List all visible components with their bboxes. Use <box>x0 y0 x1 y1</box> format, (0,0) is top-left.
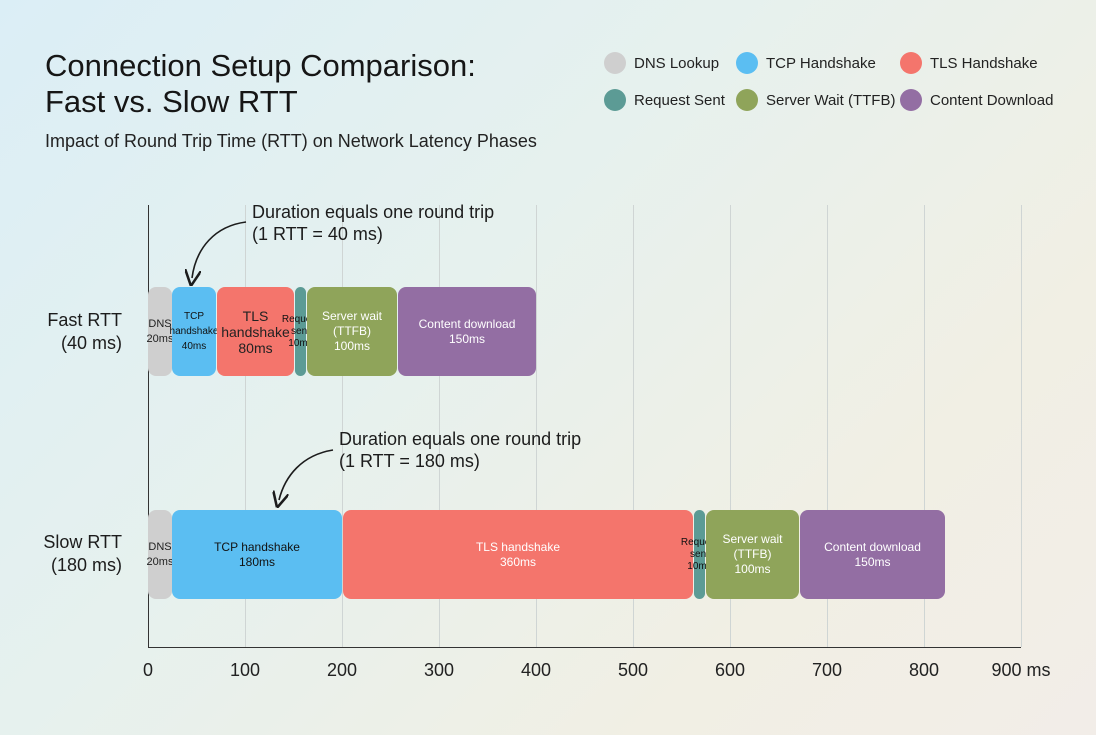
bar-slow-content: Content download 150ms <box>800 510 945 599</box>
x-tick-label: 800 <box>908 660 940 680</box>
y-axis <box>148 205 149 647</box>
bar-fast-content: Content download 150ms <box>398 287 536 376</box>
content-swatch-icon <box>900 89 922 111</box>
annotation-fast: Duration equals one round trip (1 RTT = … <box>252 202 495 244</box>
bar-fast-tcp: TCP handshake 40ms <box>170 287 218 376</box>
dns-swatch-icon <box>604 52 626 74</box>
x-tick-label: 200 <box>326 660 358 680</box>
legend-item-dns: DNS Lookup <box>604 52 719 74</box>
bar-slow-server-wait: Server wait (TTFB) 100ms <box>706 510 799 599</box>
x-tick-label: 100 <box>229 660 261 680</box>
bar-slow-tls: TLS handshake 360ms <box>343 510 693 599</box>
x-axis <box>148 647 1021 648</box>
legend-item-content: Content Download <box>900 89 1053 111</box>
legend-item-tls: TLS Handshake <box>900 52 1038 74</box>
gridline <box>342 205 343 647</box>
gridline <box>924 205 925 647</box>
gridline <box>1021 205 1022 647</box>
gridline <box>730 205 731 647</box>
gridline <box>536 205 537 647</box>
legend-item-tcp: TCP Handshake <box>736 52 876 74</box>
x-tick-label: 500 <box>617 660 649 680</box>
x-tick-label: 300 <box>423 660 455 680</box>
x-tick-label: 700 <box>811 660 843 680</box>
bar-fast-request: Request sent 10ms <box>282 287 319 376</box>
bar-slow-dns: DNS 20ms <box>147 510 173 599</box>
legend-item-server-wait: Server Wait (TTFB) <box>736 89 895 111</box>
x-tick-label: 400 <box>520 660 552 680</box>
legend-item-request: Request Sent <box>604 89 725 111</box>
chart-title: Connection Setup Comparison: Fast vs. Sl… <box>45 48 476 119</box>
bar-slow-request: Request sent 10ms <box>681 510 718 599</box>
annotation-slow: Duration equals one round trip (1 RTT = … <box>339 429 582 471</box>
gridline <box>245 205 246 647</box>
gridline <box>439 205 440 647</box>
gridline <box>827 205 828 647</box>
row-label-slow: Slow RTT (180 ms) <box>43 532 122 575</box>
bar-fast-dns: DNS 20ms <box>147 287 173 376</box>
x-tick-label: 900 ms <box>991 660 1051 680</box>
row-label-fast: Fast RTT (40 ms) <box>47 310 122 353</box>
chart-subtitle: Impact of Round Trip Time (RTT) on Netwo… <box>45 131 537 151</box>
request-swatch-icon <box>604 89 626 111</box>
x-tick-label: 0 <box>142 660 154 680</box>
server-wait-swatch-icon <box>736 89 758 111</box>
tls-swatch-icon <box>900 52 922 74</box>
bar-fast-server-wait: Server wait (TTFB) 100ms <box>307 287 397 376</box>
bar-slow-tcp: TCP handshake 180ms <box>172 510 342 599</box>
x-tick-label: 600 <box>714 660 746 680</box>
bar-fast-tls: TLS handshake 80ms <box>217 287 294 376</box>
gridline <box>633 205 634 647</box>
tcp-swatch-icon <box>736 52 758 74</box>
